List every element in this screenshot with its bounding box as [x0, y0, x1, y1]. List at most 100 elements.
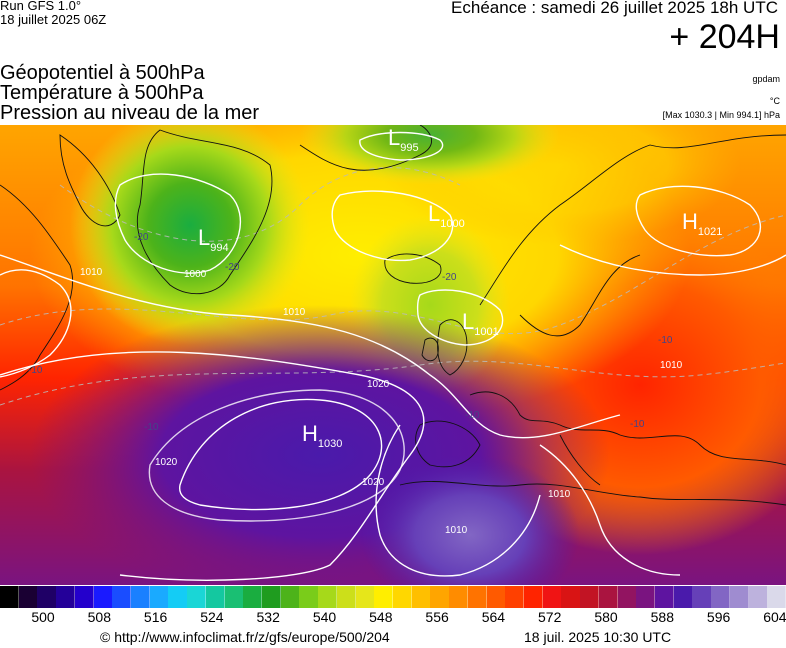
- isobar-1000-iceland: [331, 190, 454, 262]
- color-scale-tick: 532: [256, 609, 280, 625]
- title-temperature: Température à 500hPa: [0, 82, 204, 104]
- color-scale: [0, 586, 786, 608]
- iceland-coast: [384, 253, 442, 284]
- color-swatch: [243, 586, 263, 608]
- color-scale-tick: 548: [369, 609, 393, 625]
- color-swatch: [0, 586, 20, 608]
- color-scale-tick: 572: [538, 609, 562, 625]
- iberia: [415, 420, 481, 468]
- isobar-label: 1020: [367, 379, 390, 390]
- color-swatch: [411, 586, 431, 608]
- color-swatch: [767, 586, 786, 608]
- italy: [559, 434, 601, 486]
- lead-time: + 204H: [669, 18, 780, 56]
- isobar-label: 1010: [445, 525, 468, 536]
- baffin: [59, 134, 121, 227]
- color-swatch: [318, 586, 338, 608]
- color-scale-tick: 564: [481, 609, 506, 625]
- isobar-1021: [635, 185, 761, 257]
- color-swatch: [93, 586, 113, 608]
- color-swatch: [673, 586, 693, 608]
- color-scale-tick: 508: [87, 609, 111, 625]
- color-swatch: [393, 586, 413, 608]
- isobar-1010-a: [0, 254, 621, 439]
- title-pressure: Pression au niveau de la mer: [0, 102, 260, 124]
- isobar-995-north: [359, 131, 444, 161]
- north-africa: [399, 481, 786, 506]
- isobar-label: 1020: [155, 457, 178, 468]
- isobar-1010-west: [0, 269, 72, 378]
- isobar-1010-b: [375, 424, 541, 577]
- color-swatch: [74, 586, 95, 608]
- color-swatch: [542, 586, 562, 608]
- color-swatch: [205, 586, 226, 608]
- high-center-2: H1030: [302, 421, 342, 450]
- temp-label: -20: [134, 232, 149, 243]
- color-scale-tick: 516: [143, 609, 168, 625]
- forecast-valid-time: Echéance : samedi 26 juillet 2025 18h UT…: [451, 0, 778, 17]
- color-swatch: [224, 586, 244, 608]
- temp-label: -20: [442, 272, 457, 283]
- color-swatch: [280, 586, 300, 608]
- british-isles: [437, 319, 468, 376]
- color-swatch: [37, 586, 57, 608]
- color-swatch: [617, 586, 637, 608]
- color-swatch: [598, 586, 619, 608]
- color-swatch: [561, 586, 581, 608]
- title-geopotential: Géopotentiel à 500hPa: [0, 62, 205, 84]
- isobar-1020-b: [148, 389, 405, 522]
- isobar-1001: [416, 289, 504, 346]
- temp-label: -10: [658, 335, 673, 346]
- isobar-label: 1010: [548, 489, 571, 500]
- high-center-1: H1021: [682, 209, 722, 238]
- isobar-1010-east: [559, 244, 786, 276]
- color-swatch: [524, 586, 544, 608]
- temp-label: -10: [630, 419, 645, 430]
- color-swatch: [187, 586, 207, 608]
- color-swatch: [430, 586, 450, 608]
- color-swatch: [336, 586, 357, 608]
- color-scale-tick: 596: [706, 609, 731, 625]
- color-swatch: [467, 586, 488, 608]
- color-scale-tick: 540: [312, 609, 337, 625]
- color-swatch: [486, 586, 506, 608]
- color-swatch: [636, 586, 656, 608]
- color-swatch: [299, 586, 319, 608]
- color-swatch: [149, 586, 169, 608]
- color-swatch: [56, 586, 76, 608]
- color-swatch: [374, 586, 394, 608]
- isobar-label: 1010: [283, 307, 306, 318]
- color-swatch: [655, 586, 675, 608]
- color-scale-tick: 604: [763, 609, 786, 625]
- color-swatch: [262, 586, 282, 608]
- weather-map: L995 L994 L1000 L1001 H1021 H1030 1010 1…: [0, 125, 786, 585]
- greenland-coast: [136, 129, 273, 295]
- isobar-label: 1020: [362, 477, 385, 488]
- color-swatch: [729, 586, 750, 608]
- color-swatch: [112, 586, 132, 608]
- color-scale-tick: 580: [594, 609, 618, 625]
- temp-label: -10: [144, 422, 159, 433]
- unit-geopotential: gpdam: [752, 74, 780, 84]
- color-scale-tick: 588: [650, 609, 674, 625]
- color-swatch: [131, 586, 151, 608]
- color-swatch: [168, 586, 188, 608]
- isobar-1010-se: [539, 444, 681, 576]
- run-date: 18 juillet 2025 06Z: [0, 12, 107, 27]
- color-swatch: [355, 586, 375, 608]
- color-swatch: [18, 586, 38, 608]
- color-swatch: [692, 586, 712, 608]
- generation-time: 18 juil. 2025 10:30 UTC: [524, 629, 672, 645]
- canada-coast: [0, 184, 74, 391]
- color-scale-tick: 500: [31, 609, 55, 625]
- temp-label: -10: [465, 410, 480, 421]
- isobar-label: 1010: [660, 360, 683, 371]
- isobar-label: 1010: [80, 267, 103, 278]
- low-center-3: L1000: [428, 201, 465, 230]
- color-swatch: [580, 586, 600, 608]
- isobar-1020-a: [0, 351, 425, 581]
- greenland-east: [299, 125, 432, 171]
- europe-coast: [469, 391, 786, 466]
- color-swatch: [449, 586, 469, 608]
- unit-pressure-range: [Max 1030.3 | Min 994.1] hPa: [662, 110, 780, 120]
